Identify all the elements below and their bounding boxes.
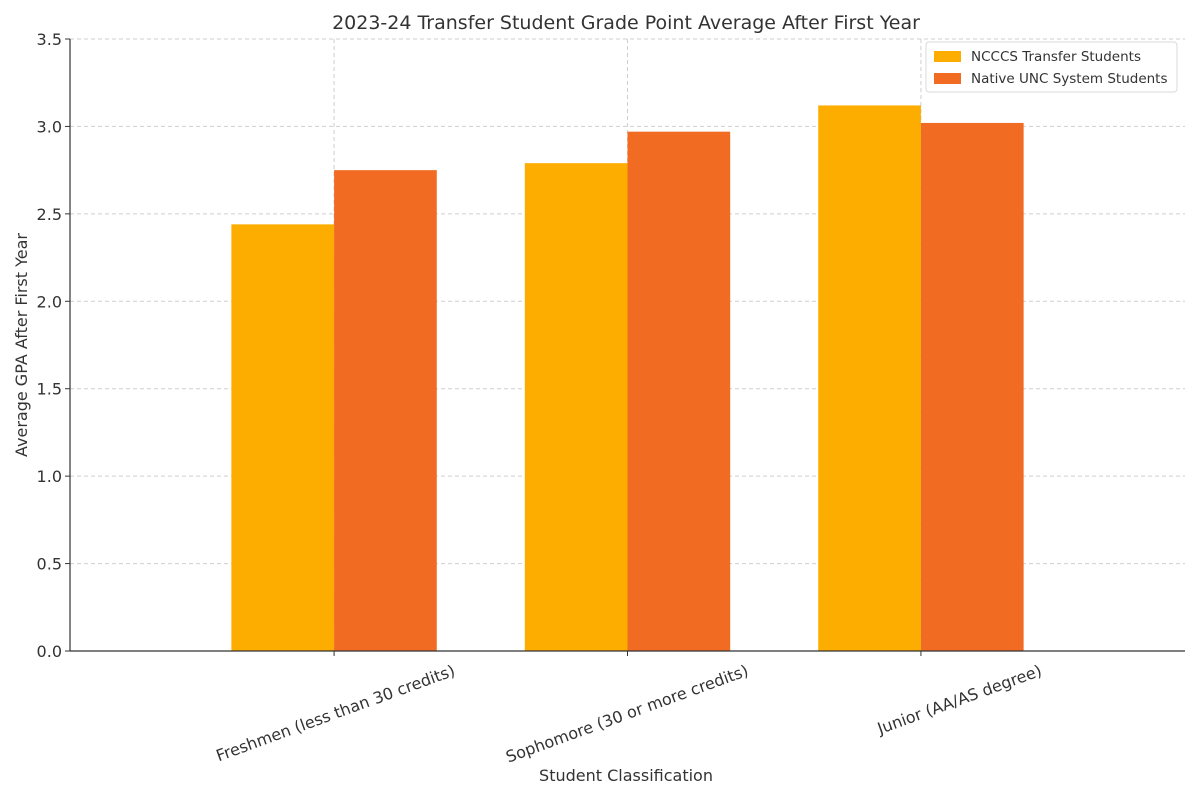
legend-swatch [934, 51, 961, 62]
bar-ncccs-1 [524, 163, 628, 652]
x-tick-label: Sophomore (30 or more credits) [503, 661, 751, 767]
y-tick-label: 3.5 [37, 30, 62, 49]
y-tick-label: 3.0 [37, 117, 62, 136]
x-tick-label: Freshmen (less than 30 credits) [213, 661, 457, 765]
y-tick-label: 2.5 [37, 205, 62, 224]
axes [65, 38, 1185, 656]
y-tick-labels: 0.0 0.5 1.0 1.5 2.0 2.5 3.0 3.5 [37, 30, 62, 661]
y-tick-label: 0.5 [37, 555, 62, 574]
y-axis-label: Average GPA After First Year [12, 233, 31, 457]
legend-box [925, 41, 1178, 93]
bar-native-2 [920, 122, 1024, 652]
y-tick-label: 1.0 [37, 467, 62, 486]
bar-ncccs-2 [818, 105, 921, 651]
x-axis-label: Student Classification [539, 766, 713, 785]
y-tick-label: 1.5 [37, 380, 62, 399]
legend-swatch [934, 73, 961, 84]
x-tick-labels: Freshmen (less than 30 credits) Sophomore… [213, 661, 1044, 767]
y-tick-label: 0.0 [37, 642, 62, 661]
chart-title: 2023-24 Transfer Student Grade Point Ave… [332, 12, 920, 34]
y-tick-label: 2.0 [37, 292, 62, 311]
bars [231, 105, 1024, 652]
legend-label: Native UNC System Students [971, 71, 1168, 87]
bar-native-1 [627, 131, 731, 651]
legend-label: NCCCS Transfer Students [971, 49, 1141, 65]
legend: NCCCS Transfer Students Native UNC System… [925, 41, 1178, 93]
bar-ncccs-0 [231, 224, 335, 651]
x-tick-label: Junior (AA/AS degree) [874, 661, 1044, 738]
bar-native-0 [334, 170, 437, 651]
